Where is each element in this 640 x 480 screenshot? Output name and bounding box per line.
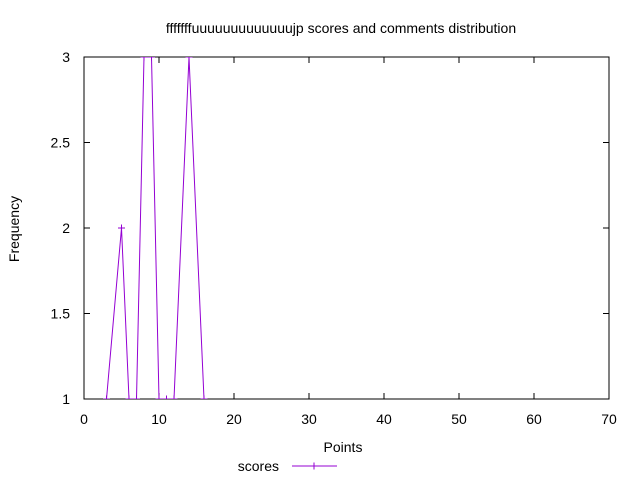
chart-title: fffffffuuuuuuuuuuuuujp scores and commen… (166, 20, 516, 36)
y-tick-label: 2 (62, 220, 70, 236)
x-tick-label: 20 (226, 411, 242, 427)
data-point (133, 395, 140, 399)
x-tick-label: 70 (601, 411, 617, 427)
x-tick-label: 40 (376, 411, 392, 427)
data-point (118, 224, 125, 232)
y-tick-label: 1 (62, 391, 70, 407)
data-point (103, 395, 110, 399)
series-layer (103, 57, 208, 399)
axis-ticks: 0 10 20 30 40 50 60 70 1 1.5 2 2.5 3 (51, 49, 617, 427)
y-tick-label: 3 (62, 49, 70, 65)
legend: scores (238, 458, 337, 474)
data-point (148, 57, 155, 61)
y-tick-label: 1.5 (51, 306, 71, 322)
y-axis-label: Frequency (6, 196, 22, 262)
legend-marker (310, 462, 318, 470)
x-tick-label: 60 (526, 411, 542, 427)
data-point (170, 395, 178, 399)
data-point (163, 395, 170, 399)
data-point (140, 57, 148, 61)
plot-border (83, 56, 610, 400)
plot-frame (83, 56, 610, 400)
x-tick-label: 0 (80, 411, 88, 427)
data-point (200, 395, 208, 399)
legend-label: scores (238, 458, 279, 474)
data-point (125, 395, 133, 399)
data-point (185, 57, 193, 61)
series-line-scores (106, 57, 205, 399)
x-tick-label: 50 (451, 411, 467, 427)
x-axis-label: Points (324, 439, 363, 455)
x-tick-label: 30 (301, 411, 317, 427)
x-tick-label: 10 (151, 411, 167, 427)
data-point (155, 395, 163, 399)
y-tick-label: 2.5 (51, 135, 71, 151)
